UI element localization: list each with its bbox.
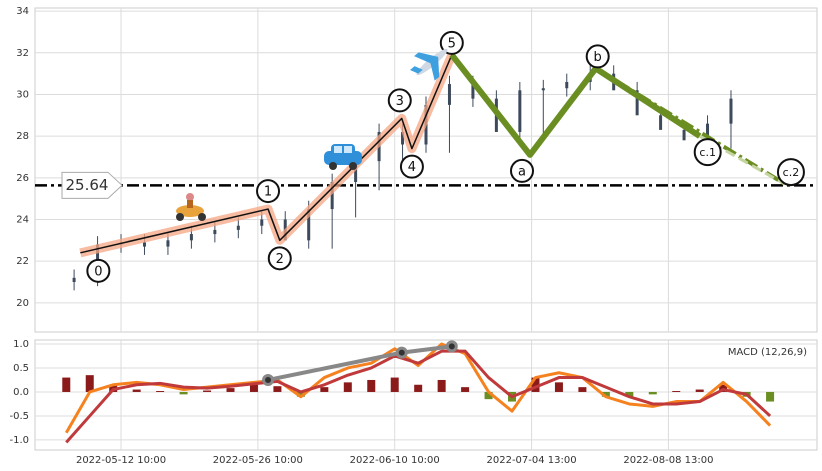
wave-marker [387,88,412,113]
wave-label: c.1 [699,146,716,159]
y-tick-label: 30 [16,89,29,100]
divergence-dot [448,343,455,350]
y-tick-label: 34 [16,6,29,17]
histogram-bar [601,391,610,397]
histogram-bar [179,391,188,395]
y-tick-label: 0.5 [13,363,29,374]
histogram-bar [203,390,212,392]
candle-body [142,242,146,247]
candle-body [166,240,170,247]
histogram-bar [62,377,71,392]
candle-body [729,98,733,124]
wave-label: 5 [448,36,456,51]
wave-marker [439,30,464,55]
wave-marker [399,154,424,179]
histogram-bar [648,391,657,395]
wave-marker [776,158,805,187]
histogram-bar [437,379,446,392]
candle-body [565,81,569,89]
x-tick-label: 2022-08-08 13:00 [623,455,713,466]
scooter-icon [176,193,206,221]
y-tick-label: 32 [16,48,29,59]
histogram-bar [414,384,423,392]
candle-body [330,181,334,210]
histogram-bar [343,382,352,392]
x-tick-label: 2022-05-12 10:00 [76,455,166,466]
impulse-line [80,54,453,254]
histogram-bar [578,387,587,392]
level-label: 25.64 [66,176,109,194]
histogram-bar [85,375,94,392]
wave-marker [510,158,535,183]
candle-body [682,129,686,141]
candle-body [635,90,639,116]
x-tick-label: 2022-07-04 13:00 [487,455,577,466]
candle-body [236,225,240,230]
y-tick-label: 1.0 [13,339,29,350]
candle-body [541,88,545,91]
histogram-bar [461,387,470,392]
y-tick-label: -0.5 [9,411,29,422]
wave-label: b [594,50,602,65]
candle-body [518,90,522,132]
y-tick-label: 24 [16,214,29,225]
histogram-bar [484,391,493,400]
histogram-bar [296,391,305,397]
histogram-bar [390,377,399,392]
wave-label: 3 [396,94,404,109]
y-tick-label: 22 [16,256,29,267]
histogram-bar [320,387,329,392]
candle-body [213,229,217,235]
y-tick-label: -1.0 [9,435,29,446]
x-tick-label: 2022-05-26 10:00 [213,455,303,466]
wave-label: 2 [276,252,284,267]
wave-marker [693,138,722,167]
wave-label: c.2 [783,166,800,179]
y-tick-label: 26 [16,173,29,184]
candle-body [659,115,663,130]
candle-body [260,219,264,226]
candle-body [447,84,451,105]
car-icon [324,144,362,170]
candle-body [706,123,710,141]
histogram-bar [249,384,258,392]
y-tick-label: 20 [16,298,29,309]
y-tick-label: 0.0 [13,387,29,398]
histogram-bar [156,390,165,392]
candle-body [189,234,193,241]
wave-marker [86,258,111,283]
histogram-bar [625,391,634,397]
histogram-bar [554,382,563,392]
level-tag [61,171,123,199]
wave-marker [256,179,281,204]
macd-line [65,349,772,444]
x-tick-label: 2022-06-10 10:00 [350,455,440,466]
macd-line [64,342,772,434]
wave-label: 4 [408,160,416,175]
histogram-bar [672,390,681,392]
candle-body [354,161,358,182]
histogram-bar [132,389,141,392]
candle-body [401,131,405,145]
histogram-bar [766,391,775,402]
divergence-dot [398,349,405,356]
plane-icon [410,48,448,81]
candle-body [307,209,311,241]
wave-label: a [518,164,526,179]
candle-body [72,277,76,282]
macd-label: MACD (12,26,9) [728,347,807,358]
histogram-bar [531,377,540,392]
wave-marker [585,44,610,69]
histogram-bar [226,388,235,392]
histogram-bar [367,379,376,392]
y-tick-label: 28 [16,131,29,142]
histogram-bar [273,386,282,392]
histogram-bar [695,389,704,392]
divergence-dot [265,376,272,383]
wave-label: 1 [264,185,272,200]
wave-marker [267,246,292,271]
candle-body [471,84,475,99]
wave-label: 0 [94,264,102,279]
